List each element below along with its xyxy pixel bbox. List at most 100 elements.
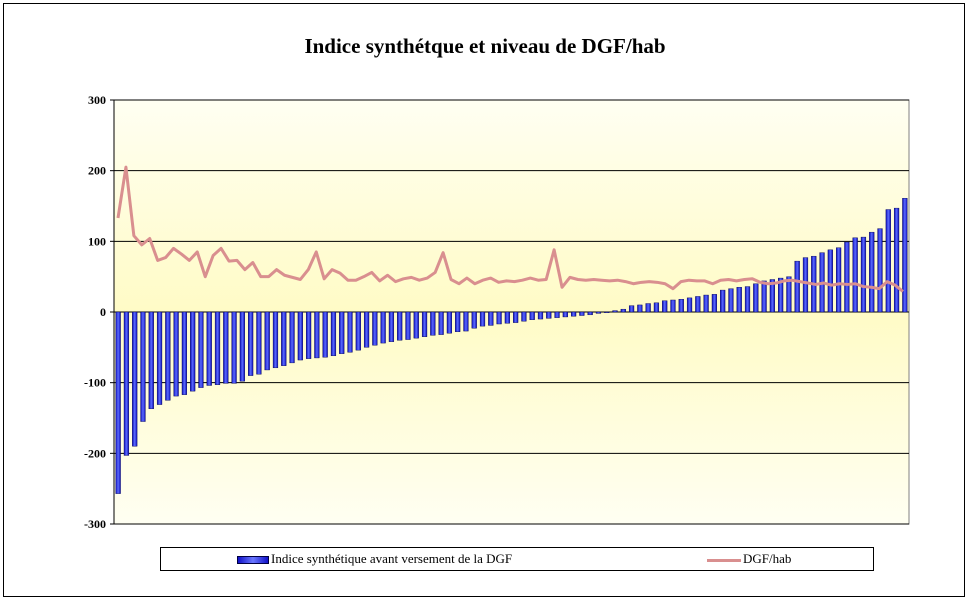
y-tick-label: -100	[84, 376, 106, 390]
bar	[537, 311, 544, 320]
bar	[339, 311, 345, 354]
legend-label-bar: Indice synthétique avant versement de la…	[271, 551, 513, 566]
bar	[256, 311, 262, 375]
bar	[885, 209, 891, 313]
y-tick-label: 100	[88, 234, 106, 248]
bar	[711, 294, 717, 313]
bar	[198, 311, 204, 388]
bar	[264, 311, 270, 371]
legend-line-swatch	[707, 558, 741, 562]
bar	[165, 311, 171, 401]
bar	[902, 198, 908, 313]
legend-item-bar: Indice synthétique avant versement de la…	[237, 551, 512, 567]
bar	[554, 311, 560, 318]
bar	[314, 311, 320, 359]
bar	[248, 311, 254, 376]
bar	[430, 311, 436, 336]
bar	[272, 311, 279, 369]
bar	[355, 311, 361, 351]
bar	[297, 311, 303, 361]
bar	[496, 311, 502, 325]
bar	[802, 257, 809, 313]
bar	[156, 311, 163, 405]
bar	[214, 311, 221, 385]
bar	[686, 297, 693, 313]
bar	[720, 289, 726, 313]
bar	[397, 311, 403, 341]
bar	[620, 308, 626, 313]
bar	[223, 311, 229, 384]
bar	[363, 311, 370, 348]
chart-title: Indice synthétque et niveau de DGF/hab	[304, 34, 666, 58]
bar	[844, 241, 850, 313]
bar	[206, 311, 212, 386]
bar	[736, 287, 742, 313]
bar	[562, 311, 568, 318]
bar	[612, 310, 618, 313]
bar	[148, 311, 154, 410]
bar	[231, 311, 237, 384]
bar	[587, 311, 593, 316]
bar	[322, 311, 328, 358]
bar	[190, 311, 196, 392]
bar	[869, 231, 875, 313]
bar	[761, 280, 767, 313]
bar	[670, 299, 676, 313]
y-tick-label: -200	[84, 446, 106, 460]
bar	[281, 311, 287, 366]
bar	[753, 283, 759, 313]
bar	[479, 311, 486, 327]
legend-bar-swatch	[237, 556, 269, 565]
bar	[513, 311, 519, 323]
bar	[463, 311, 469, 332]
bar	[637, 304, 643, 313]
y-tick-label: -300	[84, 517, 106, 531]
bar	[504, 311, 510, 324]
legend-item-line: DGF/hab	[707, 551, 791, 567]
bar	[827, 249, 833, 313]
bar	[529, 311, 535, 320]
bar	[471, 311, 477, 329]
bar	[852, 237, 858, 313]
bar	[421, 311, 428, 337]
bar	[239, 311, 245, 382]
bar	[413, 311, 419, 339]
bar	[347, 311, 353, 353]
bar	[571, 311, 577, 317]
y-tick-label: 300	[88, 93, 106, 107]
bar	[695, 296, 701, 313]
bar	[438, 311, 444, 335]
bar	[132, 311, 138, 447]
bar	[289, 311, 295, 364]
bar	[380, 311, 386, 344]
bar	[769, 279, 775, 313]
bar	[786, 276, 792, 313]
bar	[744, 286, 751, 313]
bar	[877, 228, 883, 313]
bar	[330, 311, 337, 357]
bar	[860, 236, 867, 313]
bar	[388, 311, 395, 342]
bar	[521, 311, 527, 322]
bar	[372, 311, 378, 346]
bar	[595, 311, 602, 314]
bar	[140, 311, 146, 422]
bar	[405, 311, 411, 340]
bar	[306, 311, 312, 359]
bar	[123, 311, 130, 456]
bar	[678, 299, 684, 313]
bar	[662, 300, 668, 313]
bar	[546, 311, 552, 319]
bar	[455, 311, 461, 332]
bar	[579, 311, 585, 316]
bar	[115, 311, 121, 494]
y-tick-label: 200	[88, 164, 106, 178]
bar	[836, 247, 842, 313]
bar	[893, 207, 900, 313]
series-line-dgf-hab	[116, 165, 904, 293]
bar	[778, 277, 784, 313]
bar	[173, 311, 179, 397]
bar	[728, 288, 734, 313]
bar	[604, 311, 610, 313]
